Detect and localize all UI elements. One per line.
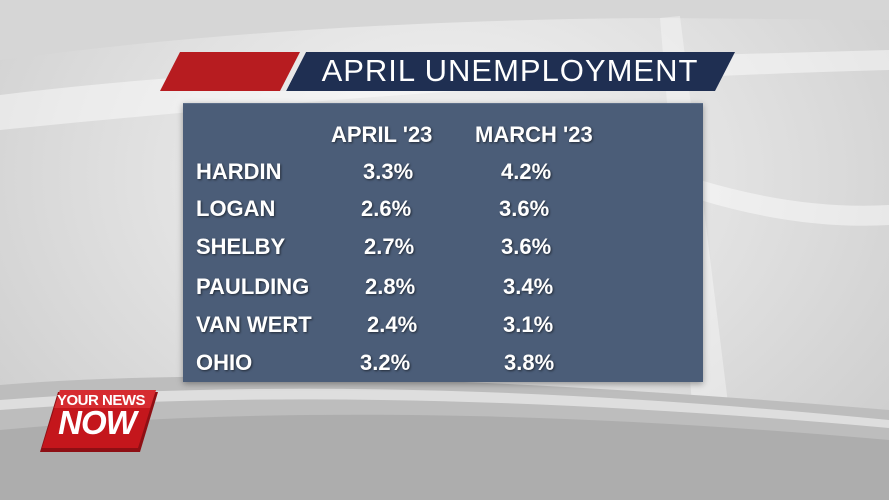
logo-text-your-news: YOUR NEWS <box>57 392 146 409</box>
shelby-march-value: 3.6% <box>501 234 552 259</box>
ohio-march-value: 3.8% <box>504 350 555 375</box>
ohio-april-value: 3.2% <box>360 350 411 375</box>
station-logo <box>40 390 158 452</box>
logan-april-value: 2.6% <box>361 196 412 221</box>
row-label-paulding: PAULDING <box>196 274 310 299</box>
shelby-april-value: 2.7% <box>364 234 415 259</box>
logo-text-now: NOW <box>58 404 137 441</box>
van-wert-march-value: 3.1% <box>503 312 554 337</box>
unemployment-table: APRIL '23 MARCH '23 HARDIN 3.3% 4.2% LOG… <box>183 103 703 382</box>
logan-march-value: 3.6% <box>499 196 550 221</box>
hardin-april-value: 3.3% <box>363 159 414 184</box>
van-wert-april-value: 2.4% <box>367 312 418 337</box>
column-header-april: APRIL '23 <box>331 122 433 147</box>
column-header-march: MARCH '23 <box>475 122 593 147</box>
row-label-van-wert: VAN WERT <box>196 312 312 337</box>
banner-red-stripe <box>160 52 305 91</box>
banner-navy-stripe <box>286 52 735 91</box>
row-label-hardin: HARDIN <box>196 159 282 184</box>
page-title: APRIL UNEMPLOYMENT <box>321 53 699 88</box>
hardin-march-value: 4.2% <box>501 159 552 184</box>
row-label-ohio: OHIO <box>196 350 253 375</box>
row-label-shelby: SHELBY <box>196 234 286 259</box>
paulding-march-value: 3.4% <box>503 274 554 299</box>
row-label-logan: LOGAN <box>196 196 276 221</box>
paulding-april-value: 2.8% <box>365 274 416 299</box>
